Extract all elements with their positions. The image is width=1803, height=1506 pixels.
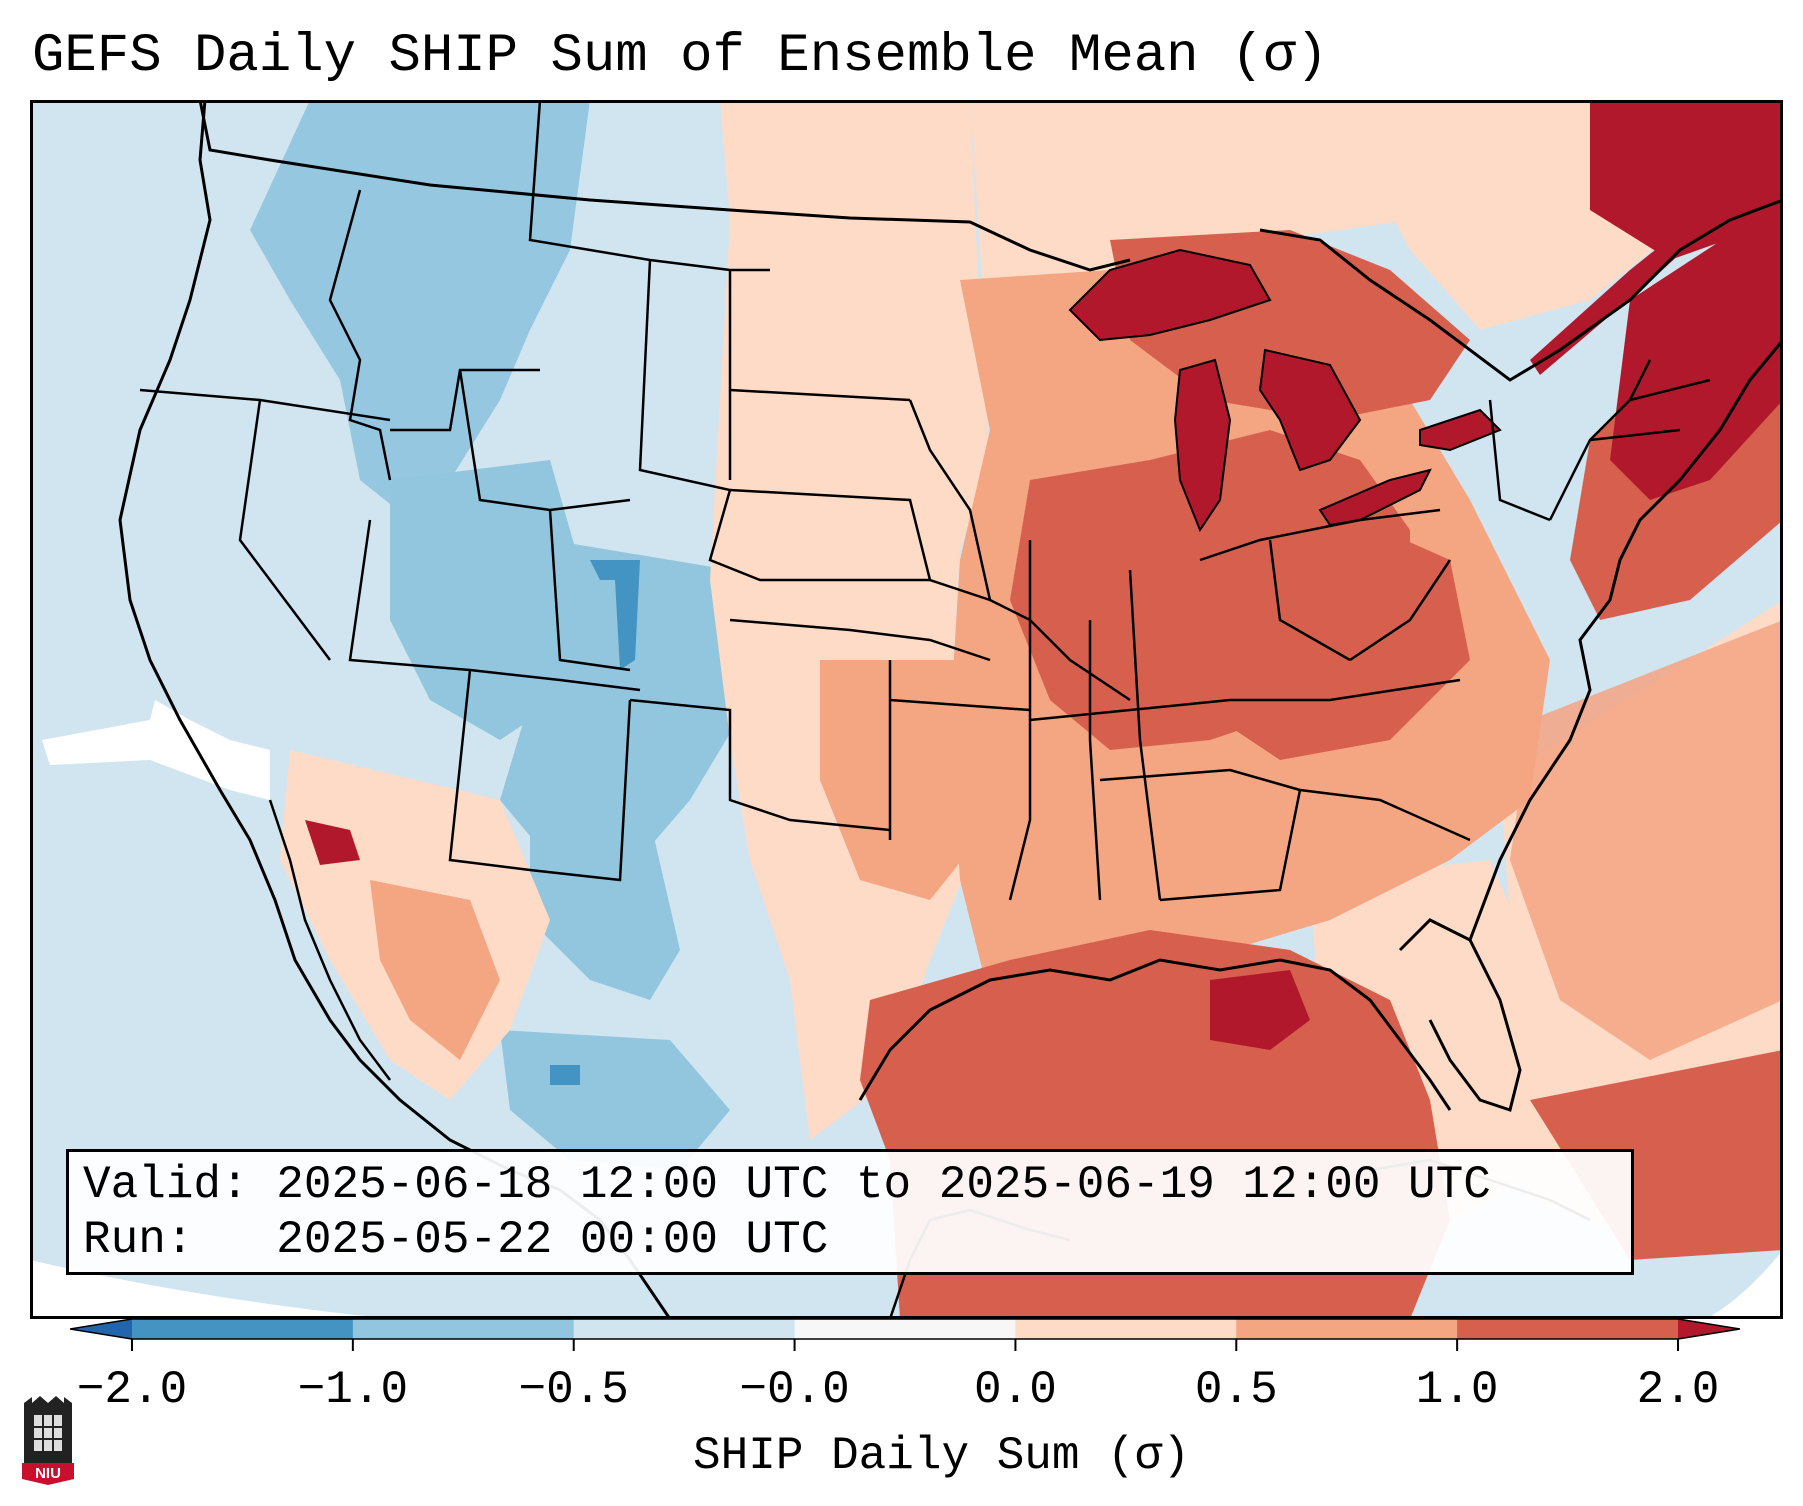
lake-superior [1068,248,1272,342]
valid-time-range: 2025-06-18 12:00 UTC to 2025-06-19 12:00… [276,1159,1491,1211]
colorbar-tick-label: 2.0 [1636,1364,1720,1416]
colorbar-label: SHIP Daily Sum (σ) [693,1430,1190,1482]
state-borders [139,100,1711,902]
lake-huron [1258,348,1362,472]
niu-logo [22,1396,74,1485]
atlantic-coast [1468,339,1783,941]
map-panel [30,100,1783,1319]
colorado-blue [500,540,750,870]
valid-run-info-box: Valid: 2025-06-18 12:00 UTC to 2025-06-1… [66,1149,1634,1275]
colorbar-tick-label: 1.0 [1415,1364,1499,1416]
colorbar-over-arrow [1678,1319,1740,1339]
colorbar-bin [1236,1319,1458,1339]
colorbar-bin [573,1319,796,1339]
southern-plains-salmon [820,660,1010,900]
run-label: Run: [83,1214,194,1266]
colorbar-bin [1457,1319,1679,1339]
colorbar-tick-label: −0.5 [518,1364,629,1416]
colorbar-tick-label: −2.0 [76,1364,188,1416]
colorbar-bin [1015,1319,1237,1339]
niu-logo-text: NIU [35,1465,61,1482]
run-time: 2025-05-22 00:00 UTC [276,1214,829,1266]
colorbar-bin [132,1319,354,1339]
colorbar-bin [352,1319,575,1339]
canada-border [198,100,1131,272]
caribbean-red [1530,1050,1783,1260]
maritime-dark [1590,100,1783,260]
atlantic-salmon [1510,620,1783,1060]
conus-map [30,100,1783,1319]
lake-michigan [1173,358,1232,533]
valid-label: Valid: [83,1159,249,1211]
canada-border-east [1259,198,1783,382]
colorbar-tick-label: 0.5 [1194,1364,1278,1416]
domain-edge-right [1705,1250,1783,1319]
gulf-dark-core [1210,970,1310,1050]
st-lawrence [1530,190,1740,375]
colorbar-tick-label: −0.0 [739,1364,850,1416]
pacific-northwest-blue [250,100,590,520]
southwest-blue [530,800,680,1000]
mexico-blue-dot [550,1065,580,1085]
gulf-coast [858,958,1452,1111]
baja-red [305,820,360,865]
new-england-dark [1610,200,1783,500]
colorbar-bin [794,1319,1016,1339]
colorado-core [590,560,640,670]
colorbar-under-arrow [70,1319,132,1339]
florida-coast [1398,918,1522,1112]
colorbar-tick-label: 0.0 [974,1364,1057,1416]
lake-ontario [1419,408,1502,452]
baja-coast [268,799,391,1081]
colorbar-tick-label: −1.0 [297,1364,409,1416]
domain-edge [30,1260,392,1319]
mexico-salmon [370,880,500,1060]
map-title: GEFS Daily SHIP Sum of Ensemble Mean (σ) [32,26,1329,87]
colorbar [70,1318,1740,1351]
map-frame [30,100,1783,1319]
